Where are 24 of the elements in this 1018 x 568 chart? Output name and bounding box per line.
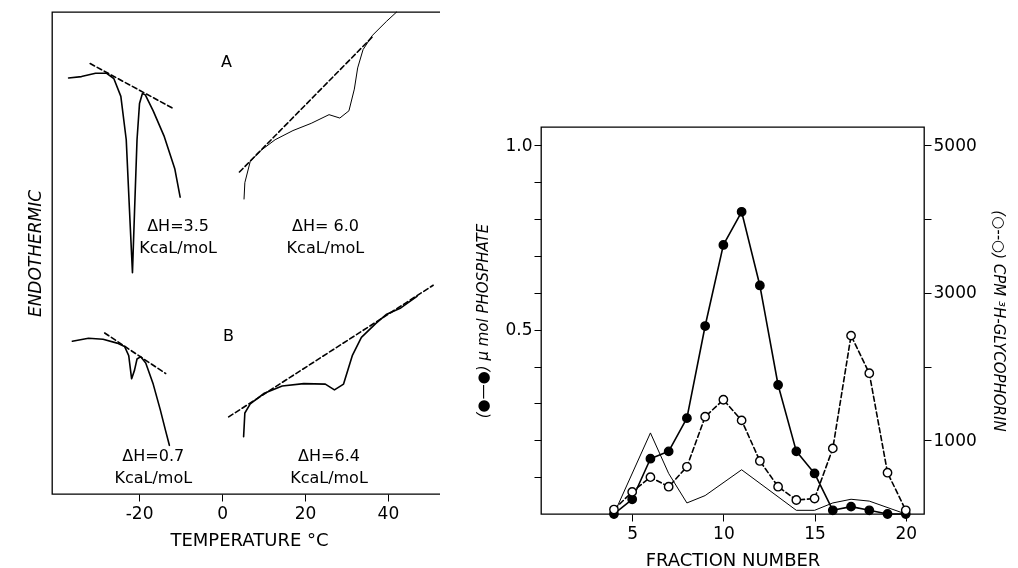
annotation: ΔH=6.4 KcaL/moL [290,446,368,488]
y2-tick-label: 1000 [933,429,977,450]
y2-tick-label: 5000 [933,134,977,155]
annotation: B [223,325,234,345]
x-tick-label: 0 [217,502,228,523]
x-tick-label: 40 [377,502,400,523]
annotation: ΔH=0.7 KcaL/moL [114,446,193,488]
annotation: ΔH= 6.0 KcaL/moL [286,216,365,258]
annotation: ΔH=3.5 KcaL/moL [139,216,218,258]
x-tick-label: 5 [627,522,639,543]
x-tick-label: -20 [125,502,154,523]
x-axis-title: TEMPERATURE °C [169,528,329,550]
y2-axis-title: (○--○) CPM ³H-GLYCOPHORIN [989,210,1008,432]
y-tick-label: 0.5 [505,319,533,340]
y-tick-label: 1.0 [505,134,533,155]
x-tick-label: 20 [294,502,317,523]
x-tick-label: 10 [713,522,735,543]
y2-tick-label: 3000 [933,282,977,303]
annotation: A [221,52,233,72]
x-tick-label: 15 [804,522,826,543]
x-axis-title: FRACTION NUMBER [645,548,821,568]
y-axis-title: (●—●) µ mol PHOSPHATE [474,223,493,419]
y-axis-title: ENDOTHERMIC [24,189,45,318]
x-tick-label: 20 [895,522,918,543]
